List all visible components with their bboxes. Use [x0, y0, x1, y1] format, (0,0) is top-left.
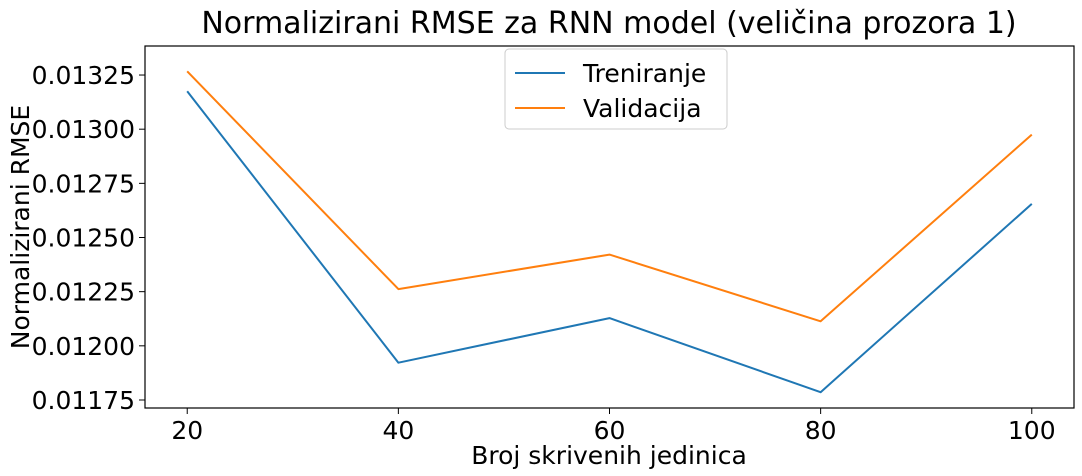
- y-tick-label: 0.01300: [32, 115, 135, 144]
- x-tick-label: 80: [805, 416, 837, 445]
- y-axis-label: Normalizirani RMSE: [6, 105, 35, 349]
- legend-label-validacija: Validacija: [583, 94, 702, 123]
- series-line-validacija: [186, 70, 1033, 323]
- y-tick-label: 0.01275: [32, 169, 135, 198]
- y-tick-label: 0.01225: [32, 278, 135, 307]
- x-tick-label: 40: [382, 416, 414, 445]
- series-line-treniranje: [186, 90, 1033, 394]
- legend: Treniranje Validacija: [504, 48, 728, 130]
- chart-title: Normalizirani RMSE za RNN model (veličin…: [201, 6, 1016, 41]
- legend-label-treniranje: Treniranje: [582, 59, 706, 88]
- x-tick-label: 20: [171, 416, 203, 445]
- series-lines: [186, 70, 1033, 394]
- x-tick-label: 60: [594, 416, 626, 445]
- y-tick-label: 0.01200: [32, 332, 135, 361]
- y-axis: 0.01175 0.01200 0.01225 0.01250 0.01275 0.013…: [32, 61, 145, 415]
- x-axis: 20 40 60 80 100: [171, 408, 1056, 445]
- x-axis-label: Broj skrivenih jedinica: [471, 441, 747, 470]
- x-tick-label: 100: [1008, 416, 1056, 445]
- y-tick-label: 0.01175: [32, 386, 135, 415]
- y-tick-label: 0.01250: [32, 224, 135, 253]
- y-tick-label: 0.01325: [32, 61, 135, 90]
